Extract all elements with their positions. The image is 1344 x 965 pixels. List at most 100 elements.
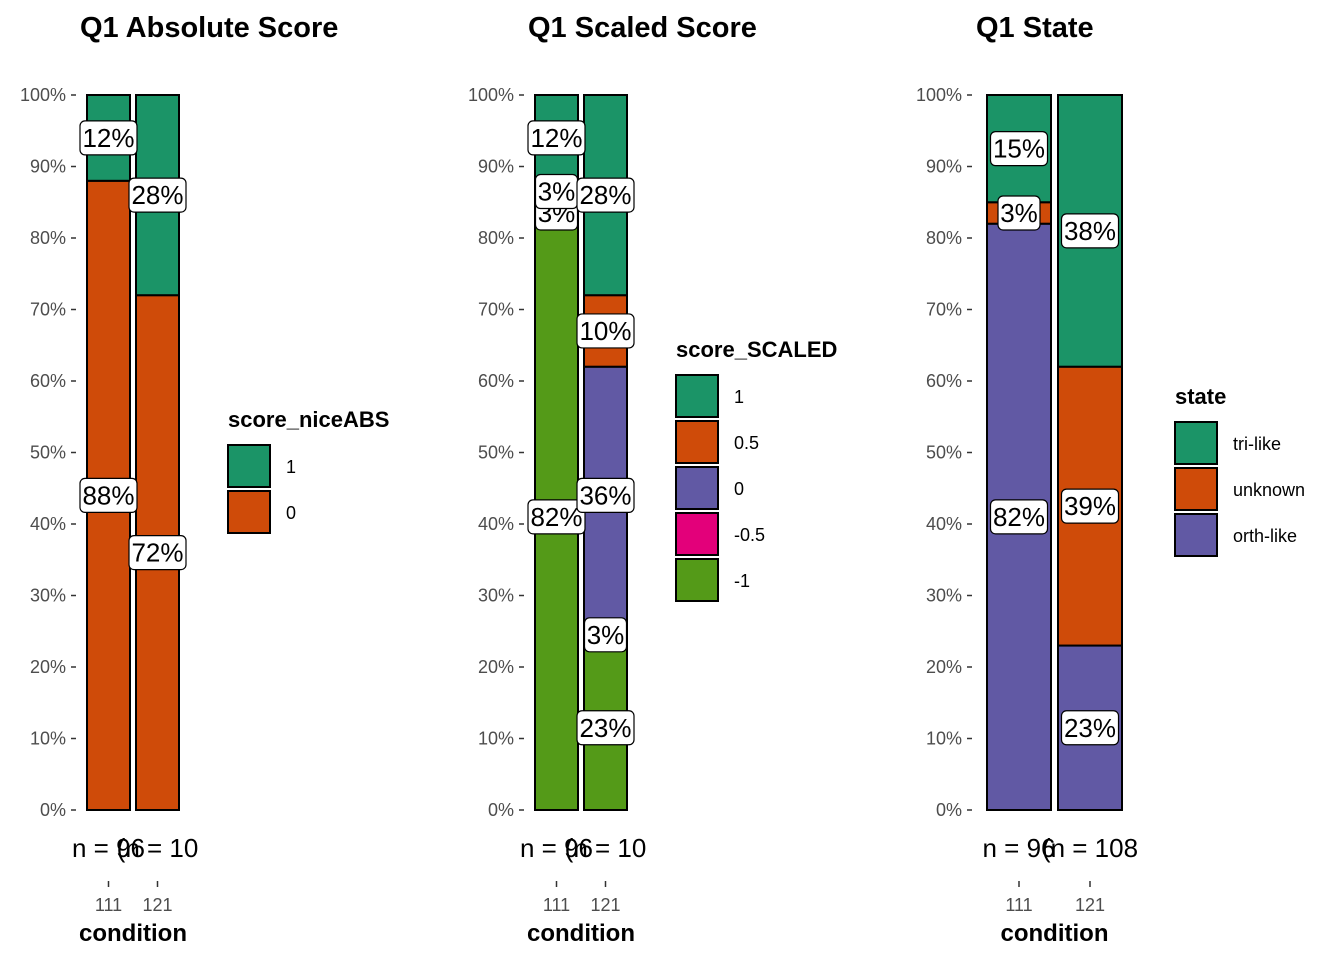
data-label: 28% <box>579 180 631 210</box>
count-label: n = 96 <box>520 833 593 863</box>
legend-swatch <box>1174 513 1218 557</box>
legend-swatch <box>227 444 271 488</box>
legend-label: -1 <box>734 571 750 591</box>
data-label: 3% <box>1000 198 1038 228</box>
y-tick-label: 20% <box>30 657 66 677</box>
data-label-box <box>576 710 635 746</box>
data-label-box <box>997 195 1041 231</box>
data-label-box <box>576 313 635 349</box>
data-label: 88% <box>82 480 134 510</box>
x-tick-label: 121 <box>1075 895 1105 915</box>
data-label-box <box>1060 213 1120 249</box>
data-label: 10% <box>579 316 631 346</box>
data-label: 23% <box>1064 713 1116 743</box>
legend-label: 0 <box>734 479 744 499</box>
legend-label: unknown <box>1233 480 1305 500</box>
y-tick-label: 30% <box>478 586 514 606</box>
y-tick-label: 90% <box>478 157 514 177</box>
y-tick-label: 80% <box>478 228 514 248</box>
legend-label: 1 <box>734 387 744 407</box>
count-label: n = 96 <box>72 833 145 863</box>
legend-swatch <box>675 512 719 556</box>
y-tick-label: 80% <box>926 228 962 248</box>
data-label: 3% <box>538 177 576 207</box>
legend-swatch <box>675 420 719 464</box>
y-tick-label: 10% <box>478 729 514 749</box>
legend-title: state <box>1175 384 1226 409</box>
data-label-box <box>79 477 138 513</box>
data-label: 12% <box>530 123 582 153</box>
data-label: 72% <box>131 538 183 568</box>
chart-panel-3: Q1 State 0% 10% 20% 30% 40% 50% 60% 70% 80% 90% 100… <box>916 12 1305 947</box>
data-label-box <box>989 499 1049 535</box>
data-label-box <box>583 617 628 653</box>
data-label-box <box>527 499 586 535</box>
legend-swatch <box>675 558 719 602</box>
x-tick-label: 111 <box>543 895 570 915</box>
x-tick-label: 111 <box>1005 895 1032 915</box>
data-label: 38% <box>1064 216 1116 246</box>
count-label: (n = 10 <box>117 833 199 863</box>
data-label-box <box>128 534 187 571</box>
data-label-box <box>1060 710 1120 746</box>
y-tick-label: 40% <box>478 514 514 534</box>
data-label: 23% <box>579 713 631 743</box>
data-label-box <box>576 477 635 513</box>
y-tick-label: 50% <box>478 443 514 463</box>
chart-panel-2: Q1 Scaled Score 0% 10% 20% 30% 40% 50% 60% 70% 80… <box>468 12 837 947</box>
data-label: 36% <box>579 480 631 510</box>
y-tick-label: 20% <box>478 657 514 677</box>
x-axis-label: condition <box>79 920 187 947</box>
y-tick-label: 50% <box>926 443 962 463</box>
data-label: 12% <box>82 123 134 153</box>
chart-title: Q1 Absolute Score <box>80 12 338 44</box>
legend-swatch <box>1174 421 1218 465</box>
data-label: 82% <box>993 502 1045 532</box>
x-axis-label: condition <box>1001 920 1109 947</box>
count-label: n = 96 <box>982 833 1055 863</box>
y-tick-label: 100% <box>916 85 962 105</box>
data-label: 28% <box>131 180 183 210</box>
y-tick-label: 60% <box>478 371 514 391</box>
y-tick-label: 30% <box>30 586 66 606</box>
data-label-box <box>1060 488 1120 524</box>
y-tick-label: 70% <box>30 300 66 320</box>
x-tick-label: 111 <box>95 895 122 915</box>
y-tick-label: 80% <box>30 228 66 248</box>
y-tick-label: 70% <box>926 300 962 320</box>
y-tick-label: 50% <box>30 443 66 463</box>
chart-panel-1: Q1 Absolute Score 0% 10% 20% 30% 40% 50% 60% 70%… <box>20 12 389 947</box>
count-label: (n = 108 <box>1042 833 1138 863</box>
legend-swatch <box>227 490 271 534</box>
legend-label: orth-like <box>1233 526 1297 546</box>
legend-label: 1 <box>286 457 296 477</box>
y-tick-label: 90% <box>926 157 962 177</box>
legend-label: -0.5 <box>734 525 765 545</box>
data-label-box <box>989 131 1049 167</box>
x-tick-label: 121 <box>590 895 620 915</box>
data-label: 3% <box>587 620 625 650</box>
y-tick-label: 60% <box>30 371 66 391</box>
y-tick-label: 70% <box>478 300 514 320</box>
y-tick-label: 20% <box>926 657 962 677</box>
data-label-box <box>128 177 187 213</box>
y-tick-label: 10% <box>926 729 962 749</box>
chart-title: Q1 Scaled Score <box>528 12 757 44</box>
data-label-box <box>576 177 635 213</box>
y-tick-label: 60% <box>926 371 962 391</box>
legend-label: 0 <box>286 503 296 523</box>
y-tick-label: 40% <box>926 514 962 534</box>
data-label-box <box>527 120 586 156</box>
x-axis-label: condition <box>527 920 635 947</box>
y-tick-label: 0% <box>936 800 962 820</box>
y-tick-label: 100% <box>20 85 66 105</box>
legend-label: tri-like <box>1233 434 1281 454</box>
x-tick-label: 121 <box>142 895 172 915</box>
data-label: 39% <box>1064 491 1116 521</box>
y-tick-label: 90% <box>30 157 66 177</box>
y-tick-label: 10% <box>30 729 66 749</box>
legend-title: score_SCALED <box>676 337 837 362</box>
legend-swatch <box>1174 467 1218 511</box>
legend-swatch <box>675 374 719 418</box>
